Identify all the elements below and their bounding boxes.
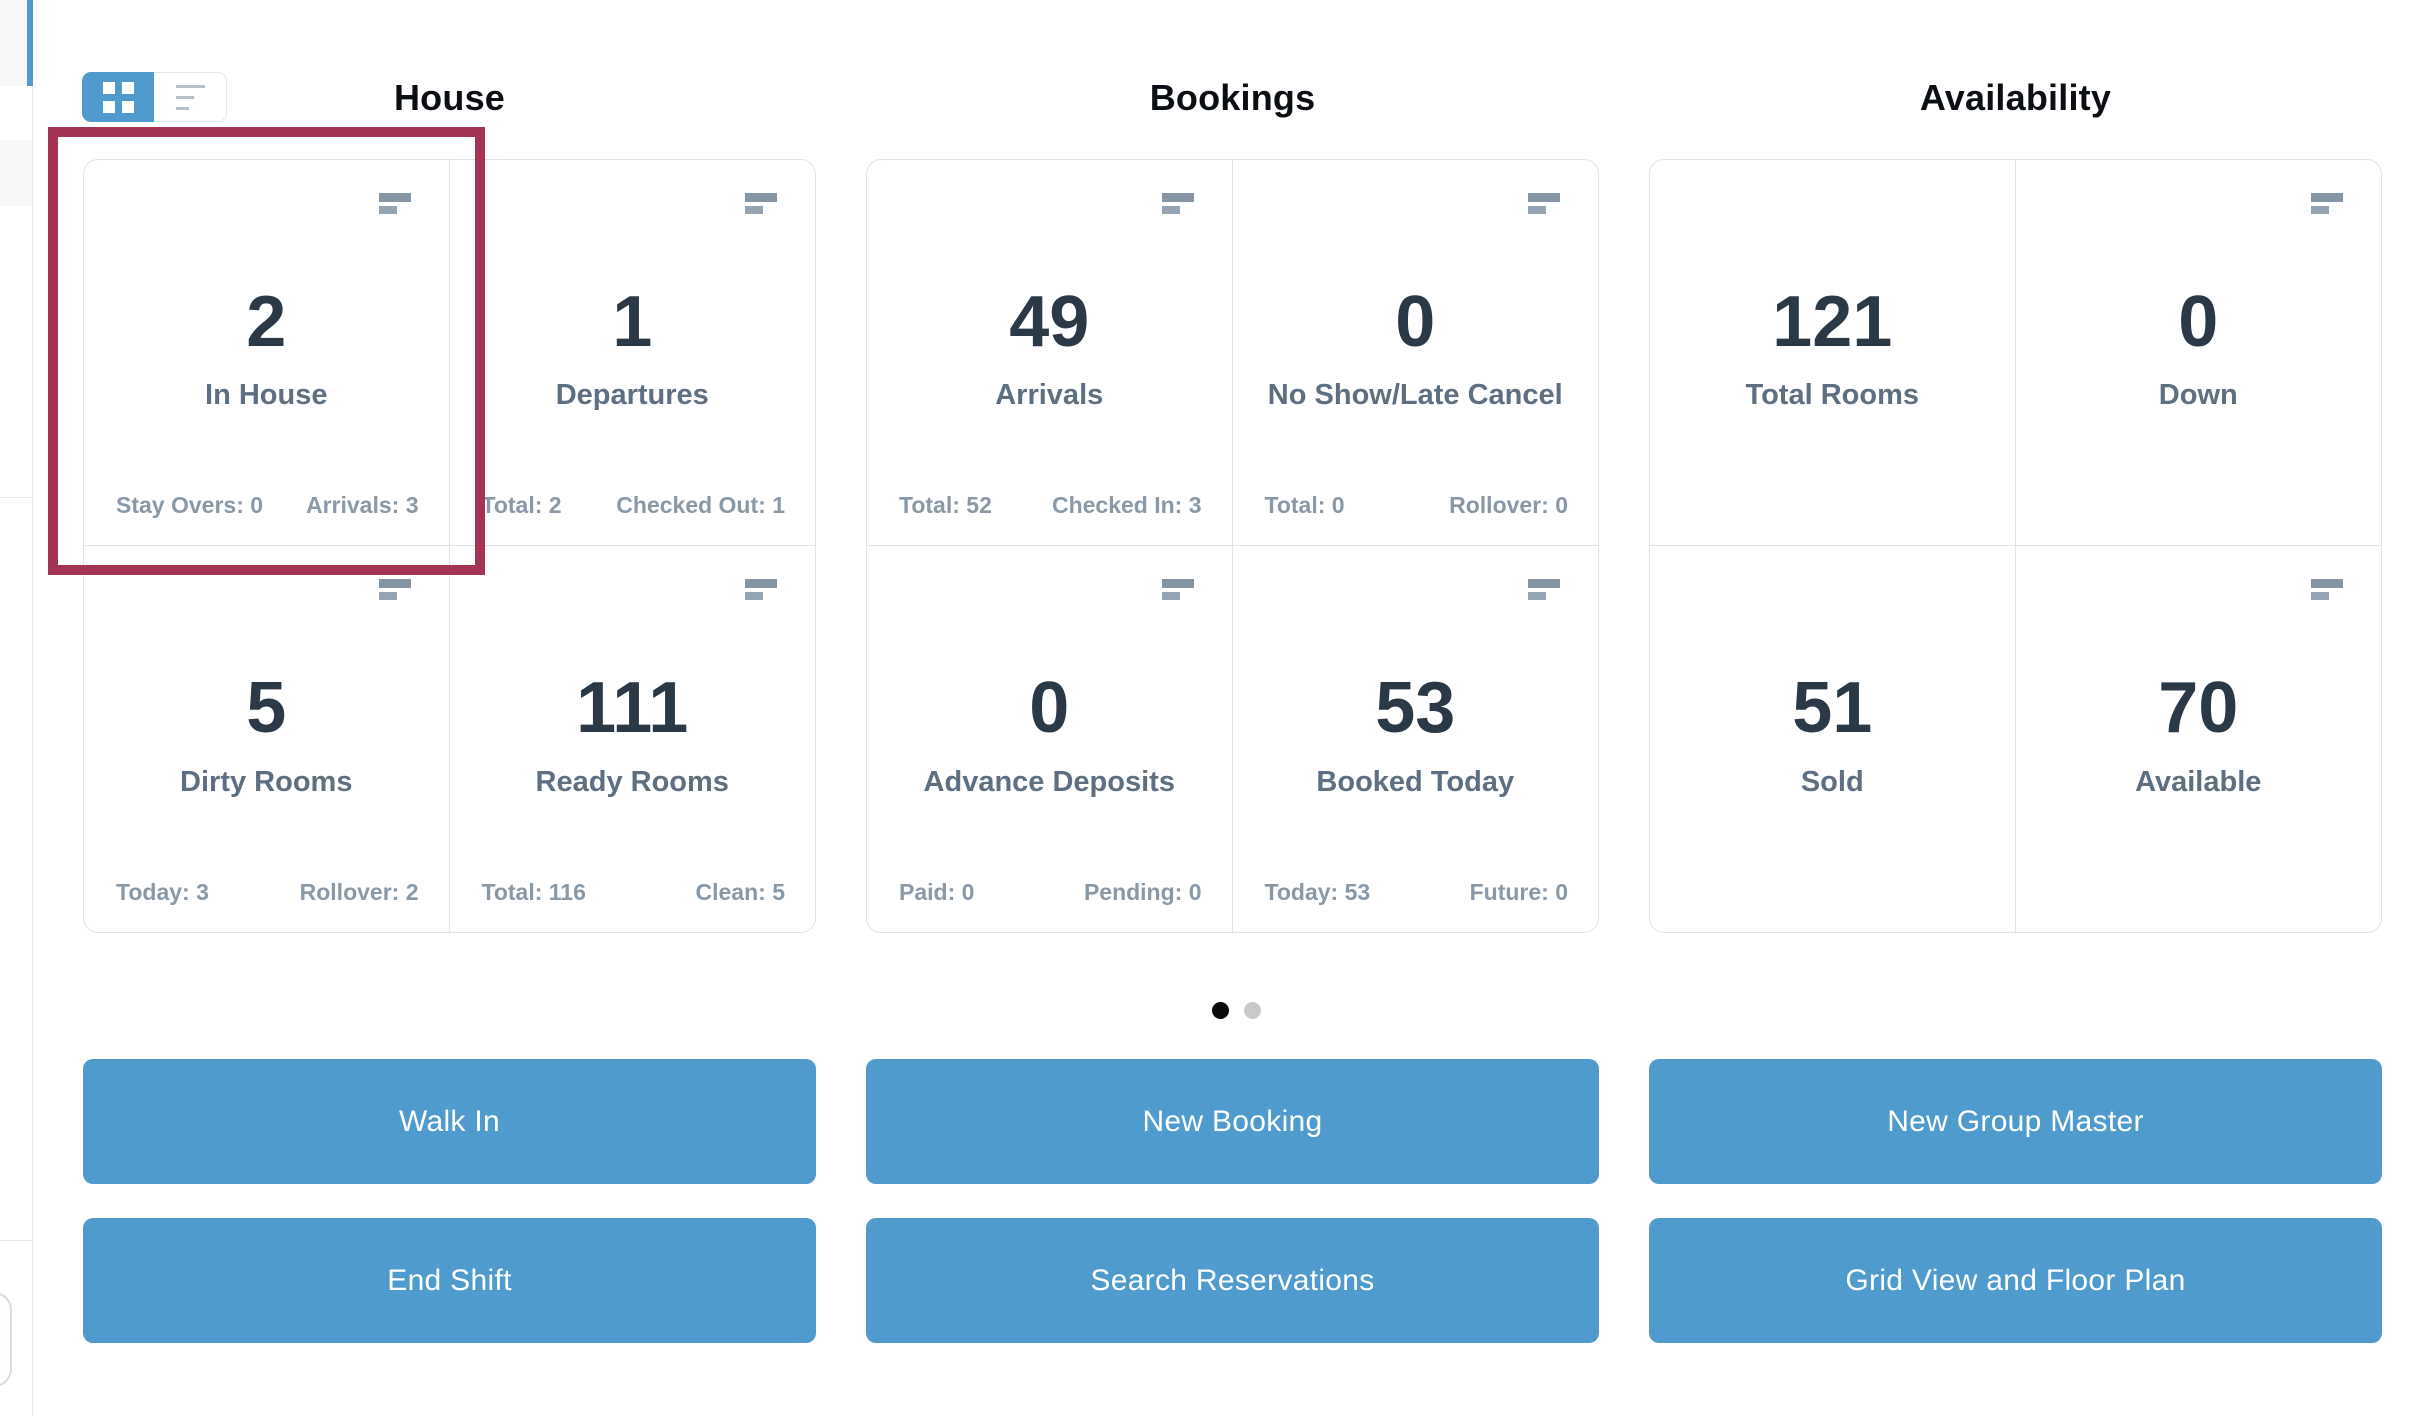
sidebar-item[interactable] xyxy=(0,140,32,206)
grid-view-floor-plan-button[interactable]: Grid View and Floor Plan xyxy=(1649,1218,2382,1343)
stat-card-booked-today[interactable]: 53 Booked Today Today: 53 Future: 0 xyxy=(1233,546,1599,932)
carousel-pagination xyxy=(1212,1002,1261,1019)
stat-value: 51 xyxy=(1650,667,2015,749)
sort-lines-icon[interactable] xyxy=(1162,193,1194,214)
search-reservations-button[interactable]: Search Reservations xyxy=(866,1218,1599,1343)
sort-lines-icon[interactable] xyxy=(379,193,411,214)
sort-lines-icon[interactable] xyxy=(2311,193,2343,214)
stat-card-sold[interactable]: 51 Sold xyxy=(1650,546,2016,932)
sort-lines-icon[interactable] xyxy=(379,579,411,600)
stat-footer-right: Rollover: 2 xyxy=(300,879,419,906)
stat-footer-left: Stay Overs: 0 xyxy=(116,492,263,519)
stat-footer-left: Total: 2 xyxy=(482,492,562,519)
stat-footer-left: Total: 0 xyxy=(1265,492,1345,519)
stat-label: Booked Today xyxy=(1233,766,1599,799)
carousel-dot-1[interactable] xyxy=(1212,1002,1229,1019)
walk-in-button[interactable]: Walk In xyxy=(83,1059,816,1184)
stat-value: 0 xyxy=(867,667,1232,749)
stat-card-available[interactable]: 70 Available xyxy=(2016,546,2382,932)
sort-lines-icon[interactable] xyxy=(745,193,777,214)
stat-card-dirty-rooms[interactable]: 5 Dirty Rooms Today: 3 Rollover: 2 xyxy=(84,546,450,932)
stat-footer-left: Today: 3 xyxy=(116,879,209,906)
sidebar-divider xyxy=(0,497,32,498)
sort-lines-icon[interactable] xyxy=(1528,579,1560,600)
stat-label: Dirty Rooms xyxy=(84,766,449,799)
stat-label: Arrivals xyxy=(867,379,1232,412)
stat-footer-right: Clean: 5 xyxy=(696,879,785,906)
stat-footer-right: Future: 0 xyxy=(1470,879,1568,906)
stat-footer-left: Paid: 0 xyxy=(899,879,974,906)
stat-footer-right: Checked Out: 1 xyxy=(616,492,785,519)
stat-label: Ready Rooms xyxy=(450,766,816,799)
stat-card-down[interactable]: 0 Down xyxy=(2016,160,2382,546)
section-title-bookings: Bookings xyxy=(866,74,1599,122)
stat-card-departures[interactable]: 1 Departures Total: 2 Checked Out: 1 xyxy=(450,160,816,546)
front-desk-dashboard: House Bookings Availability 2 In House S… xyxy=(0,0,2426,1416)
stat-card-advance-deposits[interactable]: 0 Advance Deposits Paid: 0 Pending: 0 xyxy=(867,546,1233,932)
sidebar-divider xyxy=(0,1240,32,1241)
section-title-house: House xyxy=(83,74,816,122)
stat-label: In House xyxy=(84,379,449,412)
stat-footer-left: Total: 52 xyxy=(899,492,992,519)
stat-card-in-house[interactable]: 2 In House Stay Overs: 0 Arrivals: 3 xyxy=(84,160,450,546)
stat-card-ready-rooms[interactable]: 111 Ready Rooms Total: 116 Clean: 5 xyxy=(450,546,816,932)
stat-footer-right: Arrivals: 3 xyxy=(306,492,419,519)
stat-footer-right: Pending: 0 xyxy=(1084,879,1202,906)
stat-label: Total Rooms xyxy=(1650,379,2015,412)
stat-value: 5 xyxy=(84,667,449,749)
stat-card-no-show-late-cancel[interactable]: 0 No Show/Late Cancel Total: 0 Rollover:… xyxy=(1233,160,1599,546)
stat-footer-right: Rollover: 0 xyxy=(1449,492,1568,519)
collapsed-sidebar xyxy=(0,0,33,1416)
edge-widget[interactable] xyxy=(0,1292,12,1387)
stat-value: 2 xyxy=(84,280,449,362)
stat-value: 53 xyxy=(1233,667,1599,749)
panel-house: 2 In House Stay Overs: 0 Arrivals: 3 1 D… xyxy=(83,159,816,933)
stat-footer-left: Total: 116 xyxy=(482,879,586,906)
stat-label: Down xyxy=(2016,379,2382,412)
stat-card-arrivals[interactable]: 49 Arrivals Total: 52 Checked In: 3 xyxy=(867,160,1233,546)
new-group-master-button[interactable]: New Group Master xyxy=(1649,1059,2382,1184)
active-item-indicator xyxy=(27,0,33,86)
sort-lines-icon[interactable] xyxy=(1162,579,1194,600)
sort-lines-icon[interactable] xyxy=(2311,579,2343,600)
stat-label: Departures xyxy=(450,379,816,412)
stat-footer-left: Today: 53 xyxy=(1265,879,1371,906)
sort-lines-icon[interactable] xyxy=(1528,193,1560,214)
panel-bookings: 49 Arrivals Total: 52 Checked In: 3 0 No… xyxy=(866,159,1599,933)
sort-lines-icon[interactable] xyxy=(745,579,777,600)
sidebar-item-active[interactable] xyxy=(0,0,32,86)
stat-label: Sold xyxy=(1650,766,2015,799)
section-title-availability: Availability xyxy=(1649,74,2382,122)
stat-value: 49 xyxy=(867,280,1232,362)
stat-value: 121 xyxy=(1650,280,2015,362)
stat-value: 70 xyxy=(2016,667,2382,749)
panel-availability: 121 Total Rooms 0 Down 51 Sold 70 Availa… xyxy=(1649,159,2382,933)
stat-footer-right: Checked In: 3 xyxy=(1052,492,1202,519)
stat-value: 1 xyxy=(450,280,816,362)
stat-value: 0 xyxy=(2016,280,2382,362)
end-shift-button[interactable]: End Shift xyxy=(83,1218,816,1343)
stat-label: Available xyxy=(2016,766,2382,799)
new-booking-button[interactable]: New Booking xyxy=(866,1059,1599,1184)
stat-card-total-rooms[interactable]: 121 Total Rooms xyxy=(1650,160,2016,546)
stat-value: 111 xyxy=(450,667,816,749)
carousel-dot-2[interactable] xyxy=(1244,1002,1261,1019)
stat-label: Advance Deposits xyxy=(867,766,1232,799)
stat-value: 0 xyxy=(1233,280,1599,362)
stat-label: No Show/Late Cancel xyxy=(1233,379,1599,412)
